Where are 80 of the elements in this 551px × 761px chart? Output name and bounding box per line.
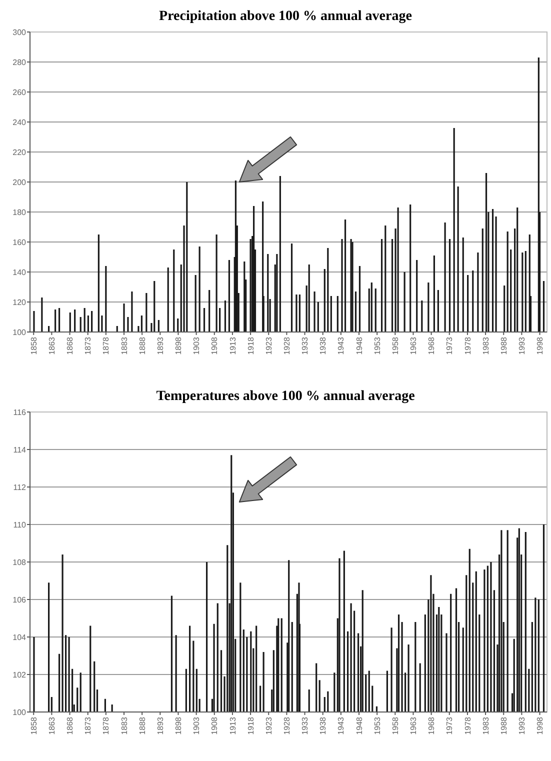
y-tick-label: 110 [13, 520, 27, 530]
y-tick-label: 112 [13, 482, 27, 492]
x-tick-label: 1883 [120, 716, 129, 735]
x-tick-label: 1893 [156, 336, 165, 355]
x-tick-label: 1868 [66, 716, 75, 735]
x-tick-label: 1863 [47, 336, 56, 355]
x-tick-label: 1953 [372, 716, 382, 735]
x-tick-label: 1983 [481, 716, 490, 735]
y-tick-label: 260 [12, 88, 27, 97]
x-tick-label: 1968 [427, 336, 436, 355]
x-tick-label: 1958 [390, 716, 400, 735]
x-tick-label: 1923 [264, 336, 274, 355]
y-tick-label: 120 [12, 298, 27, 307]
x-tick-label: 1943 [336, 336, 346, 355]
x-tick-label: 1908 [210, 336, 220, 355]
x-tick-label: 1873 [84, 716, 93, 735]
y-tick-label: 280 [12, 58, 27, 67]
x-tick-label: 1958 [390, 336, 400, 355]
x-tick-label: 1893 [156, 716, 165, 735]
x-tick-label: 1943 [336, 716, 346, 735]
x-tick-label: 1948 [354, 716, 364, 735]
x-tick-label: 1938 [318, 716, 328, 735]
y-tick-label: 140 [12, 268, 27, 277]
x-tick-label: 1888 [138, 336, 147, 355]
x-tick-label: 1953 [372, 336, 382, 355]
x-tick-label: 1933 [300, 716, 310, 735]
x-tick-label: 1973 [445, 716, 454, 735]
x-tick-label: 1998 [536, 716, 545, 735]
y-tick-label: 180 [12, 208, 27, 217]
x-tick-label: 1913 [228, 716, 238, 735]
x-tick-label: 1858 [29, 336, 38, 355]
x-tick-label: 1898 [174, 716, 184, 735]
x-tick-label: 1898 [174, 336, 184, 355]
x-tick-label: 1963 [409, 336, 418, 355]
x-tick-label: 1918 [246, 716, 256, 735]
x-tick-label: 1928 [282, 336, 292, 355]
x-tick-label: 1888 [138, 716, 147, 735]
x-tick-label: 1878 [102, 716, 111, 735]
y-tick-label: 108 [12, 558, 27, 567]
y-tick-label: 104 [12, 632, 27, 642]
y-tick-label: 160 [12, 238, 27, 247]
x-tick-label: 1968 [427, 716, 436, 735]
x-tick-label: 1878 [102, 336, 111, 355]
x-tick-label: 1933 [300, 336, 310, 355]
x-tick-label: 1948 [354, 336, 364, 355]
x-tick-label: 1873 [84, 336, 93, 355]
y-tick-label: 240 [12, 118, 27, 127]
x-tick-label: 1988 [499, 336, 508, 355]
x-tick-label: 1908 [210, 716, 220, 735]
y-tick-label: 100 [12, 328, 27, 337]
y-tick-label: 100 [12, 708, 27, 717]
y-tick-label: 200 [12, 178, 27, 187]
x-tick-label: 1973 [445, 336, 454, 355]
x-tick-label: 1858 [29, 716, 38, 735]
x-tick-label: 1928 [282, 716, 292, 735]
x-tick-label: 1903 [192, 716, 202, 735]
x-tick-label: 1988 [499, 716, 508, 735]
x-tick-label: 1883 [120, 336, 129, 355]
y-tick-label: 300 [12, 28, 27, 37]
x-tick-label: 1868 [66, 336, 75, 355]
x-tick-label: 1993 [517, 716, 526, 735]
x-tick-label: 1913 [228, 336, 238, 355]
chart-title: Temperatures above 100 % annual average [156, 389, 415, 404]
x-tick-label: 1963 [409, 716, 418, 735]
chart-title: Precipitation above 100 % annual average [159, 9, 412, 24]
y-tick-label: 106 [12, 595, 27, 604]
x-tick-label: 1978 [463, 336, 472, 355]
x-tick-label: 1938 [318, 336, 328, 355]
x-tick-label: 1978 [463, 716, 472, 735]
y-tick-label: 102 [12, 670, 27, 680]
x-tick-label: 1918 [246, 336, 256, 355]
y-tick-label: 114 [13, 445, 27, 454]
x-tick-label: 1998 [536, 336, 545, 355]
x-tick-label: 1993 [517, 336, 526, 355]
x-tick-label: 1903 [192, 336, 202, 355]
x-tick-label: 1863 [47, 716, 56, 735]
y-tick-label: 116 [13, 408, 27, 417]
x-tick-label: 1923 [264, 716, 274, 735]
x-tick-label: 1983 [481, 336, 490, 355]
y-tick-label: 220 [12, 148, 27, 157]
